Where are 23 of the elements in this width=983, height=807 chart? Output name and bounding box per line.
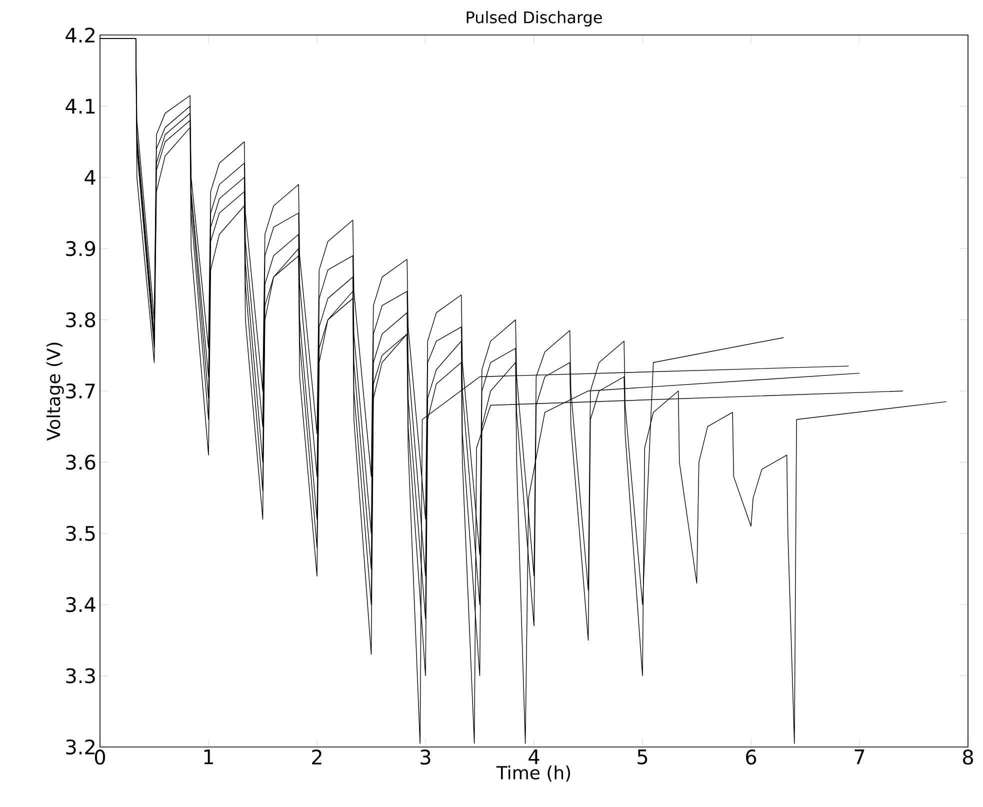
y-tick-label: 3.4 bbox=[66, 597, 96, 612]
x-tick-label: 6 bbox=[746, 750, 756, 765]
y-tick-label: 3.9 bbox=[66, 241, 96, 256]
x-tick-label: 5 bbox=[638, 750, 648, 764]
x-tick-label: 8 bbox=[963, 750, 973, 765]
x-tick-label: 1 bbox=[204, 750, 214, 764]
x-tick-label: 7 bbox=[854, 750, 864, 764]
y-tick-label: 3.6 bbox=[66, 454, 96, 470]
y-tick-label: 3.3 bbox=[66, 668, 95, 684]
x-tick-label: 0 bbox=[94, 750, 106, 765]
chart-title: Pulsed Discharge bbox=[466, 10, 602, 26]
x-tick-label: 4 bbox=[528, 750, 540, 764]
y-tick-label: 3.7 bbox=[66, 383, 95, 399]
x-tick-label: 3 bbox=[420, 750, 430, 765]
x-tick-label: 2 bbox=[312, 750, 322, 764]
y-tick-label: 3.8 bbox=[66, 312, 96, 328]
y-tick-label: 4.1 bbox=[66, 98, 95, 114]
y-tick-label: 3.5 bbox=[66, 526, 95, 541]
y-tick-label: 4.2 bbox=[66, 28, 94, 42]
y-tick-label: 3.2 bbox=[66, 739, 94, 755]
x-axis-title: Time (h) bbox=[496, 766, 570, 782]
y-axis-title: Voltage (V) bbox=[46, 342, 64, 441]
y-tick-label: 4 bbox=[84, 170, 96, 185]
